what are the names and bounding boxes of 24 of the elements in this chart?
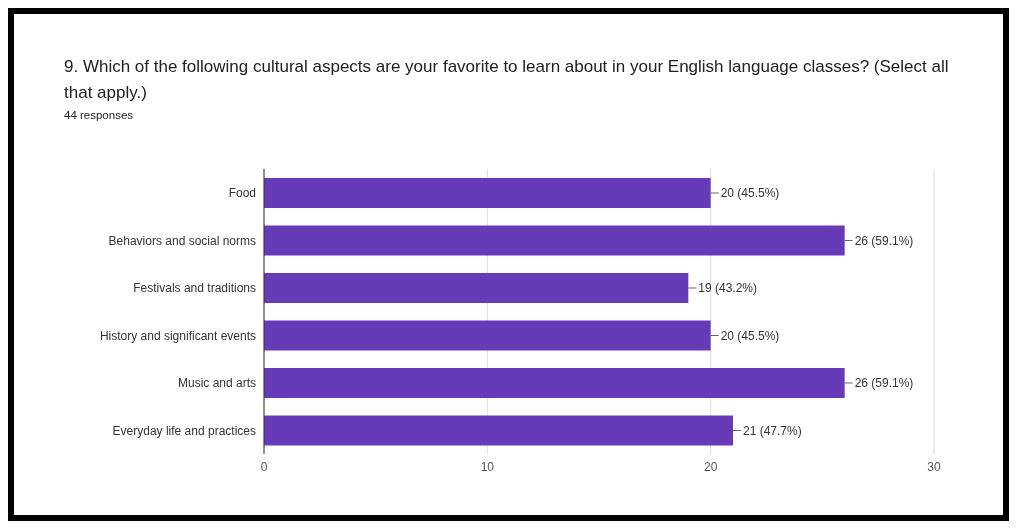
chart-title: 9. Which of the following cultural aspects are your favorite to learn about in your English language classes? (Select all that apply.): [64, 56, 950, 104]
y-tick-label: Everyday life and practices: [112, 423, 256, 438]
text: 44 responses: [64, 109, 134, 121]
bar: [264, 368, 845, 398]
x-tick-label: 20: [703, 459, 718, 474]
bar: [264, 273, 689, 303]
x-tick-label: 0: [260, 459, 268, 474]
data-label: 21 (47.7%): [743, 423, 802, 438]
y-tick-label: History and significant events: [99, 328, 256, 343]
x-tick-label: 10: [480, 459, 495, 474]
data-label: 20 (45.5%): [720, 328, 780, 343]
bar: [264, 225, 845, 256]
bar: [264, 320, 711, 351]
data-label: 26 (59.1%): [854, 376, 914, 390]
data-label: 20 (45.5%): [720, 186, 780, 200]
data-label: 19 (43.2%): [698, 281, 758, 295]
bar: [264, 415, 733, 446]
y-tick-label: Music and arts: [177, 376, 256, 391]
x-tick-label: 30: [927, 459, 941, 474]
bar: [264, 178, 711, 208]
y-tick-label: Food: [228, 186, 256, 201]
y-tick-label: Behaviors and social norms: [108, 233, 256, 248]
y-tick-label: Festivals and traditions: [133, 281, 256, 296]
data-label: 26 (59.1%): [854, 233, 914, 248]
